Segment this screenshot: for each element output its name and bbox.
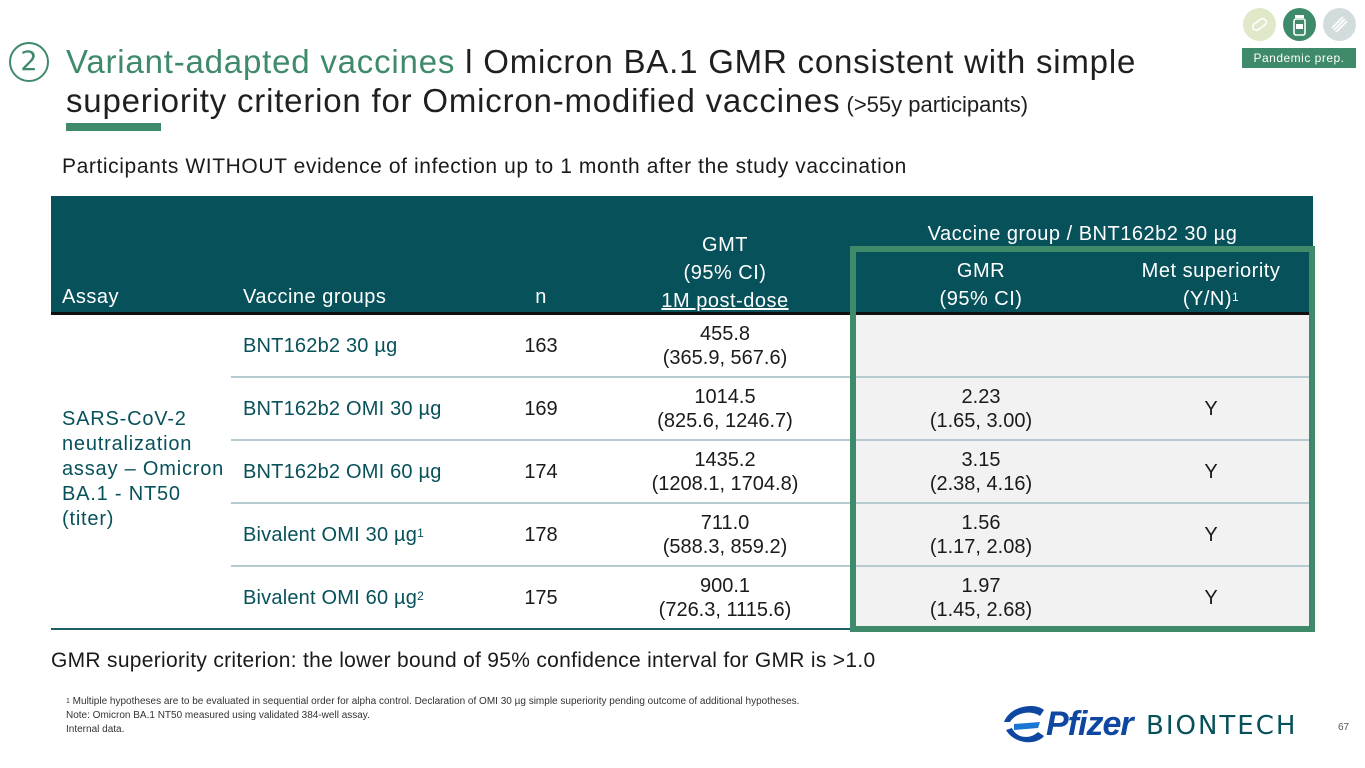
table-body: SARS-CoV-2 neutralization assay – Omicro… [51,315,1313,630]
gmt-value: 1435.2 (1208.1, 1704.8) [651,449,799,495]
table-row: Bivalent OMI 30 µg1 178 711.0 (588.3, 859… [231,502,1313,565]
header-gmr: GMR (95% CI) [881,259,1081,311]
gmr-value: 2.23 (1.65, 3.00) [929,386,1033,432]
header-gmt: GMT (95% CI) 1M post-dose [625,233,825,313]
superiority-value: Y [1204,461,1218,483]
gmr-value: 1.56 (1.17, 2.08) [929,512,1033,558]
footnote-1: 1 Multiple hypotheses are to be evaluate… [66,696,800,707]
gmr-value: 3.15 (2.38, 4.16) [929,449,1033,495]
title-qualifier: (>55y participants) [840,92,1029,117]
header-superiority: Met superiority (Y/N)1 [1111,259,1311,311]
title-underline [66,123,161,131]
n-value: 178 [524,524,558,546]
vaccine-group: Bivalent OMI 30 µg1 [243,524,424,546]
header-gmr-line2: (95% CI) [939,288,1023,310]
header-gmr-line1: GMR [956,260,1006,282]
table-row: BNT162b2 OMI 30 µg 169 1014.5 (825.6, 124… [231,376,1313,439]
vaccine-group: Bivalent OMI 60 µg2 [243,587,424,609]
superiority-value: Y [1204,587,1218,609]
header-superiority-line1: Met superiority [1141,260,1281,282]
header-gmt-line2: (95% CI) [683,262,767,284]
pill-icon [1243,8,1276,41]
assay-label: SARS-CoV-2 neutralization assay – Omicro… [62,408,225,530]
title-separator: l [455,43,484,80]
category-icons [1243,8,1356,42]
gmt-value: 455.8 (365.9, 567.6) [662,323,788,369]
n-value: 163 [524,335,558,357]
category-badge: Pandemic prep. [1242,48,1356,68]
footnotes: 1 Multiple hypotheses are to be evaluate… [66,695,799,737]
table-header: Assay Vaccine groups n GMT (95% CI) 1M p… [51,196,1313,315]
vaccine-group: BNT162b2 OMI 30 µg [243,398,442,420]
footnote-3: Internal data. [66,724,125,735]
header-gmt-line1: GMT [702,234,748,256]
header-vaccine-groups: Vaccine groups [243,286,387,308]
gmt-value: 711.0 (588.3, 859.2) [662,512,788,558]
header-superiority-line2: (Y/N)1 [1182,288,1240,310]
superiority-value: Y [1204,398,1218,420]
superiority-value: Y [1204,524,1218,546]
vial-icon [1283,8,1316,41]
footnote-2: Note: Omicron BA.1 NT50 measured using v… [66,710,370,721]
n-value: 175 [524,587,558,609]
capsule-icon [1323,8,1356,41]
table-row: BNT162b2 OMI 60 µg 174 1435.2 (1208.1, 17… [231,439,1313,502]
table-row: Bivalent OMI 60 µg2 175 900.1 (726.3, 111… [231,565,1313,628]
biontech-wordmark: BIONTECH [1146,711,1298,741]
table-row: BNT162b2 30 µg 163 455.8 (365.9, 567.6) [231,315,1313,378]
gmr-highlight-frame [850,246,1315,632]
page-title: Variant-adapted vaccines l Omicron BA.1 … [66,42,1226,124]
pfizer-wordmark: Pfizer [1046,705,1134,743]
vaccine-group: BNT162b2 OMI 60 µg [243,461,442,483]
superiority-criterion: GMR superiority criterion: the lower bou… [51,649,876,672]
table-subtitle: Participants WITHOUT evidence of infecti… [62,155,907,178]
n-value: 169 [524,398,558,420]
gmr-value: 1.97 (1.45, 2.68) [929,575,1033,621]
page-number: 67 [1338,722,1350,733]
section-number: 2 [9,42,49,82]
header-assay: Assay [62,286,119,308]
pfizer-logo-icon [1004,706,1044,743]
title-highlight: Variant-adapted vaccines [66,43,456,80]
gmt-value: 1014.5 (825.6, 1246.7) [657,386,793,432]
ratio-columns-background [852,315,1313,628]
header-ratio-group: Vaccine group / BNT162b2 30 µg [927,223,1238,245]
n-value: 174 [524,461,558,483]
results-table: Assay Vaccine groups n GMT (95% CI) 1M p… [51,196,1313,630]
header-n: n [535,286,547,308]
gmt-value: 900.1 (726.3, 1115.6) [658,575,792,621]
vaccine-group: BNT162b2 30 µg [243,335,398,357]
header-gmt-line3: 1M post-dose [661,290,789,312]
title-main: Omicron BA.1 GMR consistent with simple … [66,43,1137,119]
